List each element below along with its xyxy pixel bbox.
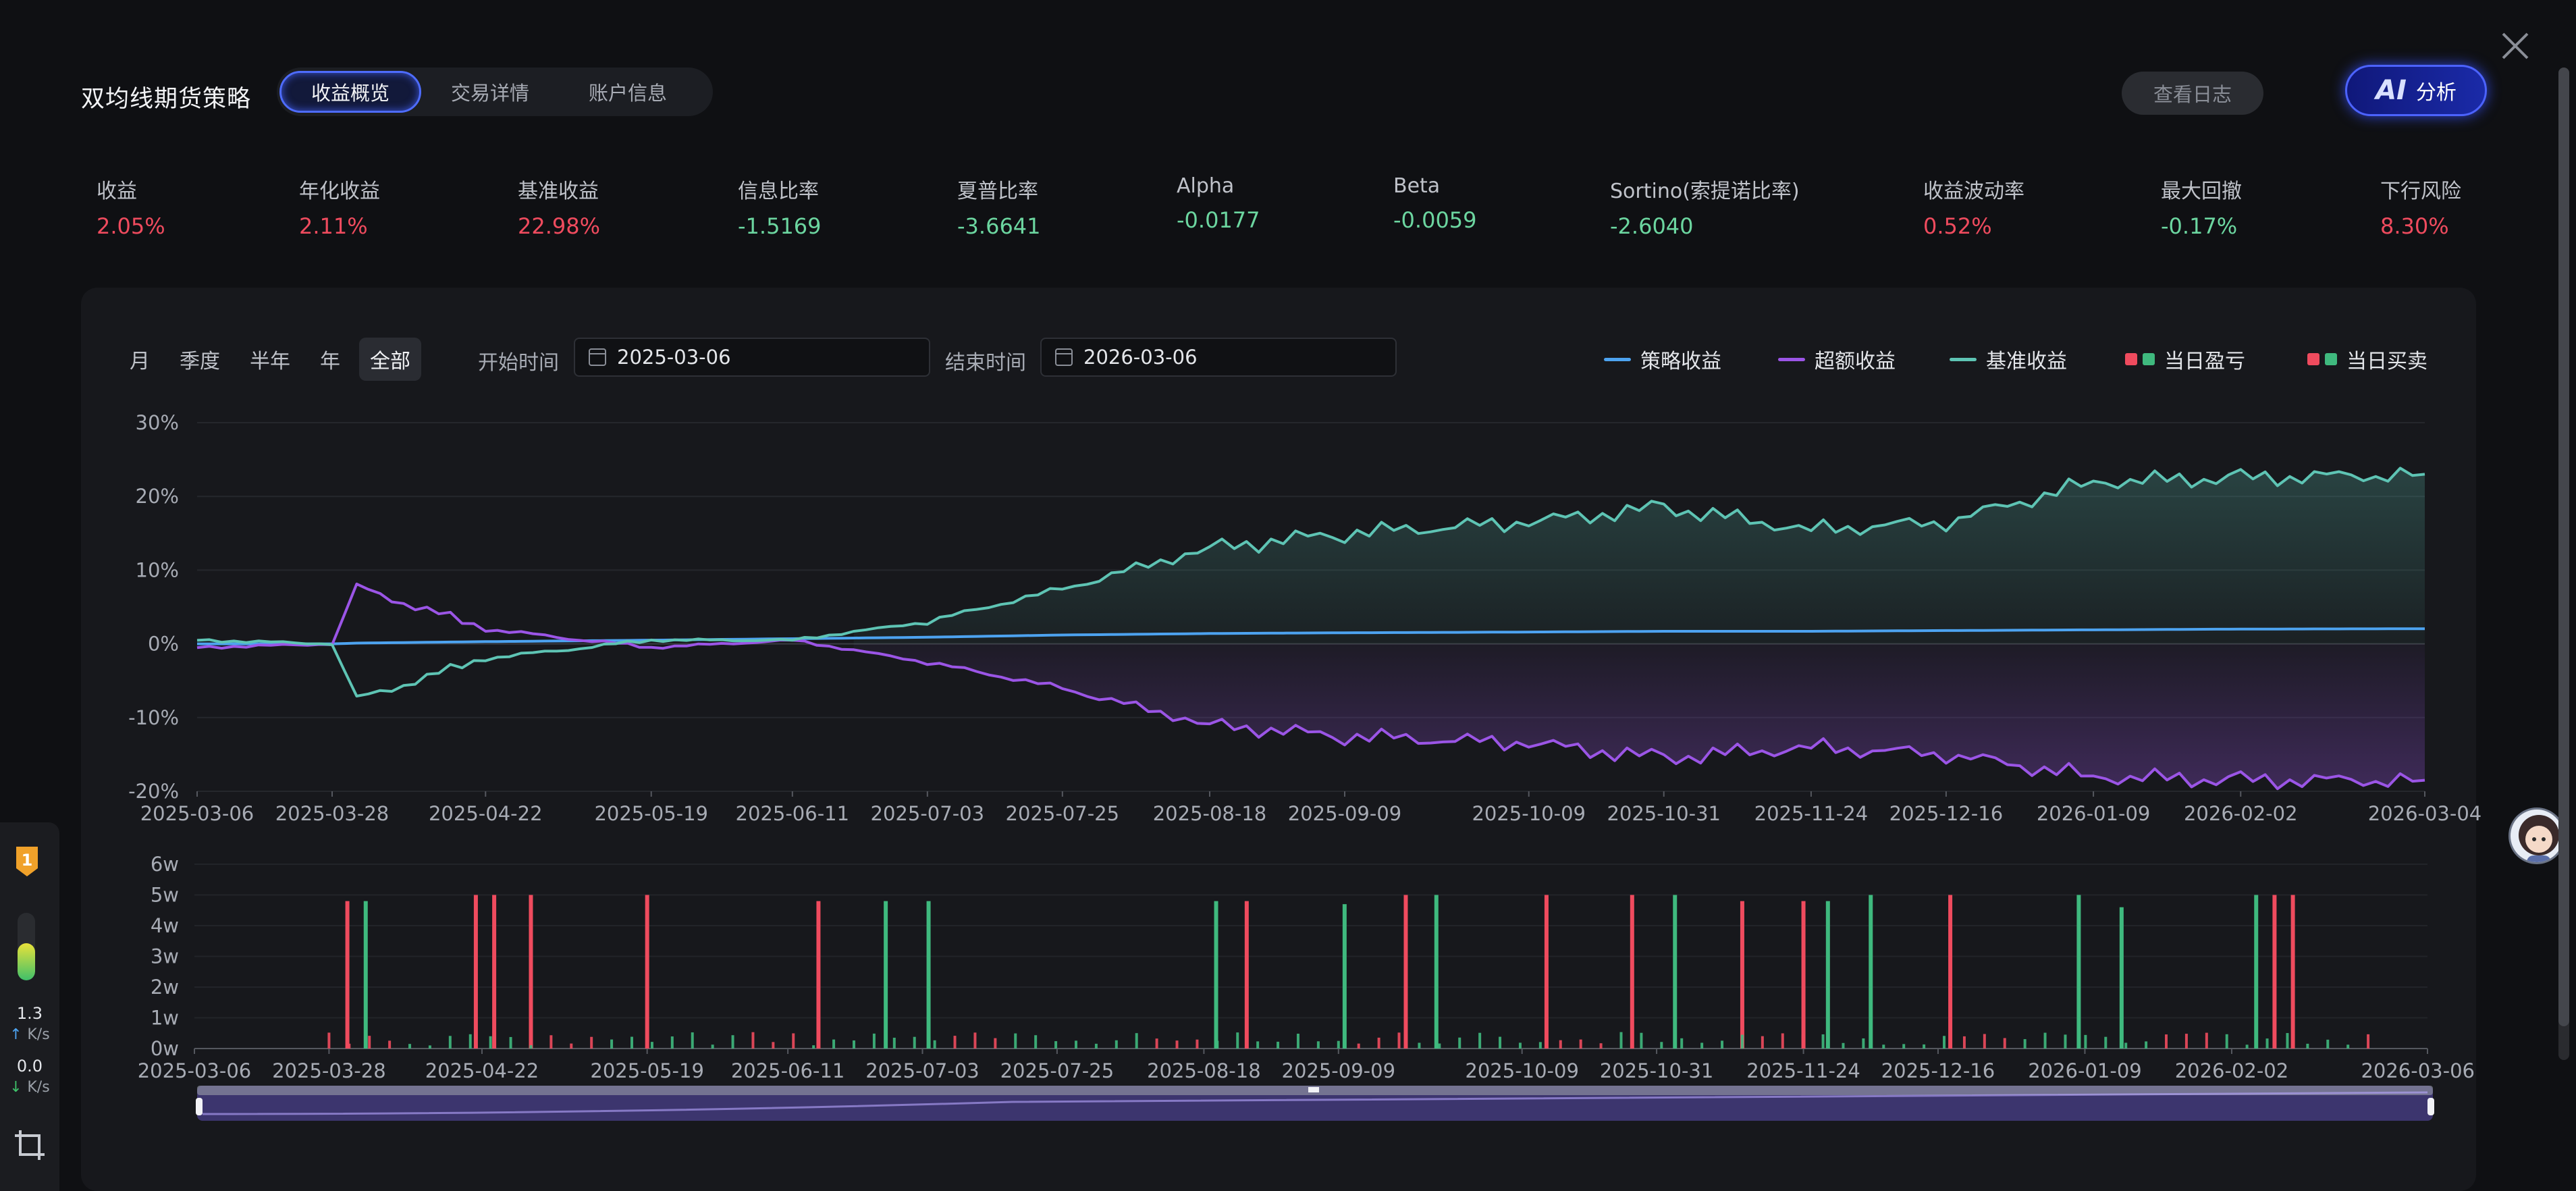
- legend-line-icon: [1778, 357, 1805, 361]
- legend-label: 策略收益: [1640, 350, 1721, 373]
- legend-label: 超额收益: [1815, 350, 1896, 373]
- download-speed: 0.0 ↓ K/s: [0, 1056, 59, 1098]
- download-speed-unit: K/s: [27, 1079, 50, 1096]
- assistant-avatar[interactable]: [2508, 808, 2565, 864]
- memory-meter-fill: [18, 943, 35, 980]
- legend-excess-return[interactable]: 超额收益: [1778, 344, 1896, 374]
- upload-speed-value: 1.3: [16, 1004, 43, 1023]
- ai-analysis-button[interactable]: AI 分析: [2345, 65, 2487, 116]
- avatar-face-icon: [2519, 815, 2559, 862]
- scrollbar-thumb[interactable]: [2558, 68, 2569, 1026]
- metric-label: Beta: [1393, 174, 1441, 198]
- metric-annualized-return: 年化收益 2.11%: [299, 174, 380, 239]
- metric-label: 年化收益: [299, 180, 380, 203]
- metric-value: -0.17%: [2161, 213, 2238, 239]
- metric-value: -2.6040: [1610, 213, 1694, 239]
- metric-alpha: Alpha -0.0177: [1177, 174, 1260, 233]
- period-selector: 月 季度 半年 年 全部: [119, 338, 421, 381]
- network-monitor-widget: 1 1.3 ↑ K/s 0.0 ↓ K/s: [0, 822, 59, 1191]
- start-date-input[interactable]: 2025-03-06: [574, 338, 930, 377]
- metric-sortino: Sortino(索提诺比率) -2.6040: [1610, 174, 1800, 239]
- legend-square-icon: [2125, 353, 2137, 365]
- legend-daily-pnl[interactable]: 当日盈亏: [2125, 344, 2245, 374]
- upload-speed-unit: K/s: [27, 1026, 50, 1043]
- view-log-button[interactable]: 查看日志: [2122, 72, 2263, 115]
- legend-line-icon: [1604, 357, 1631, 361]
- legend-square-icon: [2325, 353, 2337, 365]
- period-month[interactable]: 月: [130, 350, 150, 373]
- download-speed-value: 0.0: [16, 1057, 43, 1076]
- metric-volatility: 收益波动率 0.52%: [1923, 174, 2024, 239]
- metric-value: 2.11%: [299, 213, 368, 239]
- screenshot-crop-icon[interactable]: [12, 1128, 47, 1163]
- legend-label: 基准收益: [1986, 350, 2067, 373]
- legend-square-icon: [2307, 353, 2319, 365]
- metric-max-drawdown: 最大回撤 -0.17%: [2161, 174, 2242, 239]
- calendar-icon: [589, 348, 606, 366]
- metric-label: 信息比率: [738, 180, 819, 203]
- vertical-scrollbar[interactable]: [2558, 68, 2569, 1060]
- period-all[interactable]: 全部: [359, 338, 421, 381]
- tab-bar: 收益概览 交易详情 账户信息: [277, 68, 713, 116]
- metric-value: 2.05%: [97, 213, 165, 239]
- metric-beta: Beta -0.0059: [1393, 174, 1477, 233]
- download-arrow-icon: ↓: [9, 1079, 22, 1096]
- metric-label: 基准收益: [518, 180, 599, 203]
- metric-value: -0.0059: [1393, 207, 1477, 233]
- tab-account-info[interactable]: 账户信息: [589, 82, 668, 105]
- metric-information-ratio: 信息比率 -1.5169: [738, 174, 822, 239]
- legend-strategy-return[interactable]: 策略收益: [1604, 344, 1721, 374]
- legend-label: 当日买卖: [2346, 350, 2427, 373]
- metric-value: 22.98%: [518, 213, 601, 239]
- upload-arrow-icon: ↑: [9, 1026, 22, 1043]
- calendar-icon: [1055, 348, 1073, 366]
- metric-label: 收益: [97, 180, 137, 203]
- metric-value: -3.6641: [957, 213, 1041, 239]
- start-date-label: 开始时间: [478, 351, 559, 375]
- period-half-year[interactable]: 半年: [250, 350, 290, 373]
- legend-benchmark-return[interactable]: 基准收益: [1950, 344, 2067, 374]
- metric-benchmark-return: 基准收益 22.98%: [518, 174, 600, 239]
- legend-line-icon: [1950, 357, 1977, 361]
- chart-panel: [81, 288, 2476, 1191]
- rank-badge-icon[interactable]: 1: [14, 845, 41, 878]
- tab-trade-details[interactable]: 交易详情: [451, 82, 530, 105]
- tab-overview[interactable]: 收益概览: [279, 71, 422, 113]
- end-date-value: 2026-03-06: [1083, 346, 1198, 369]
- period-year[interactable]: 年: [320, 350, 340, 373]
- ai-analysis-label: 分析: [2415, 81, 2457, 105]
- close-icon[interactable]: [2498, 28, 2533, 63]
- upload-speed: 1.3 ↑ K/s: [0, 1003, 59, 1045]
- metric-label: Sortino(索提诺比率): [1610, 180, 1800, 203]
- metric-label: 夏普比率: [957, 180, 1038, 203]
- metric-downside-risk: 下行风险 8.30%: [2380, 174, 2461, 239]
- metric-value: 0.52%: [1923, 213, 1992, 239]
- ai-logo-icon: AI: [2376, 75, 2407, 106]
- end-date-input[interactable]: 2026-03-06: [1040, 338, 1397, 377]
- metric-value: -1.5169: [738, 213, 822, 239]
- metric-return: 收益 2.05%: [97, 174, 165, 239]
- metrics-row: 收益 2.05% 年化收益 2.11% 基准收益 22.98% 信息比率 -1.…: [0, 174, 2576, 248]
- page-title: 双均线期货策略: [81, 86, 252, 113]
- metric-label: 最大回撤: [2161, 180, 2242, 203]
- metric-value: -0.0177: [1177, 207, 1260, 233]
- svg-text:1: 1: [22, 851, 33, 870]
- start-date-value: 2025-03-06: [617, 346, 731, 369]
- metric-sharpe-ratio: 夏普比率 -3.6641: [957, 174, 1041, 239]
- metric-label: 收益波动率: [1923, 180, 2024, 203]
- period-quarter[interactable]: 季度: [180, 350, 220, 373]
- memory-meter: [18, 913, 35, 980]
- legend-square-icon: [2143, 353, 2155, 365]
- legend-label: 当日盈亏: [2164, 350, 2245, 373]
- end-date-label: 结束时间: [945, 351, 1026, 375]
- metric-label: 下行风险: [2380, 180, 2461, 203]
- metric-label: Alpha: [1177, 174, 1235, 198]
- metric-value: 8.30%: [2380, 213, 2449, 239]
- legend-daily-trades[interactable]: 当日买卖: [2307, 344, 2427, 374]
